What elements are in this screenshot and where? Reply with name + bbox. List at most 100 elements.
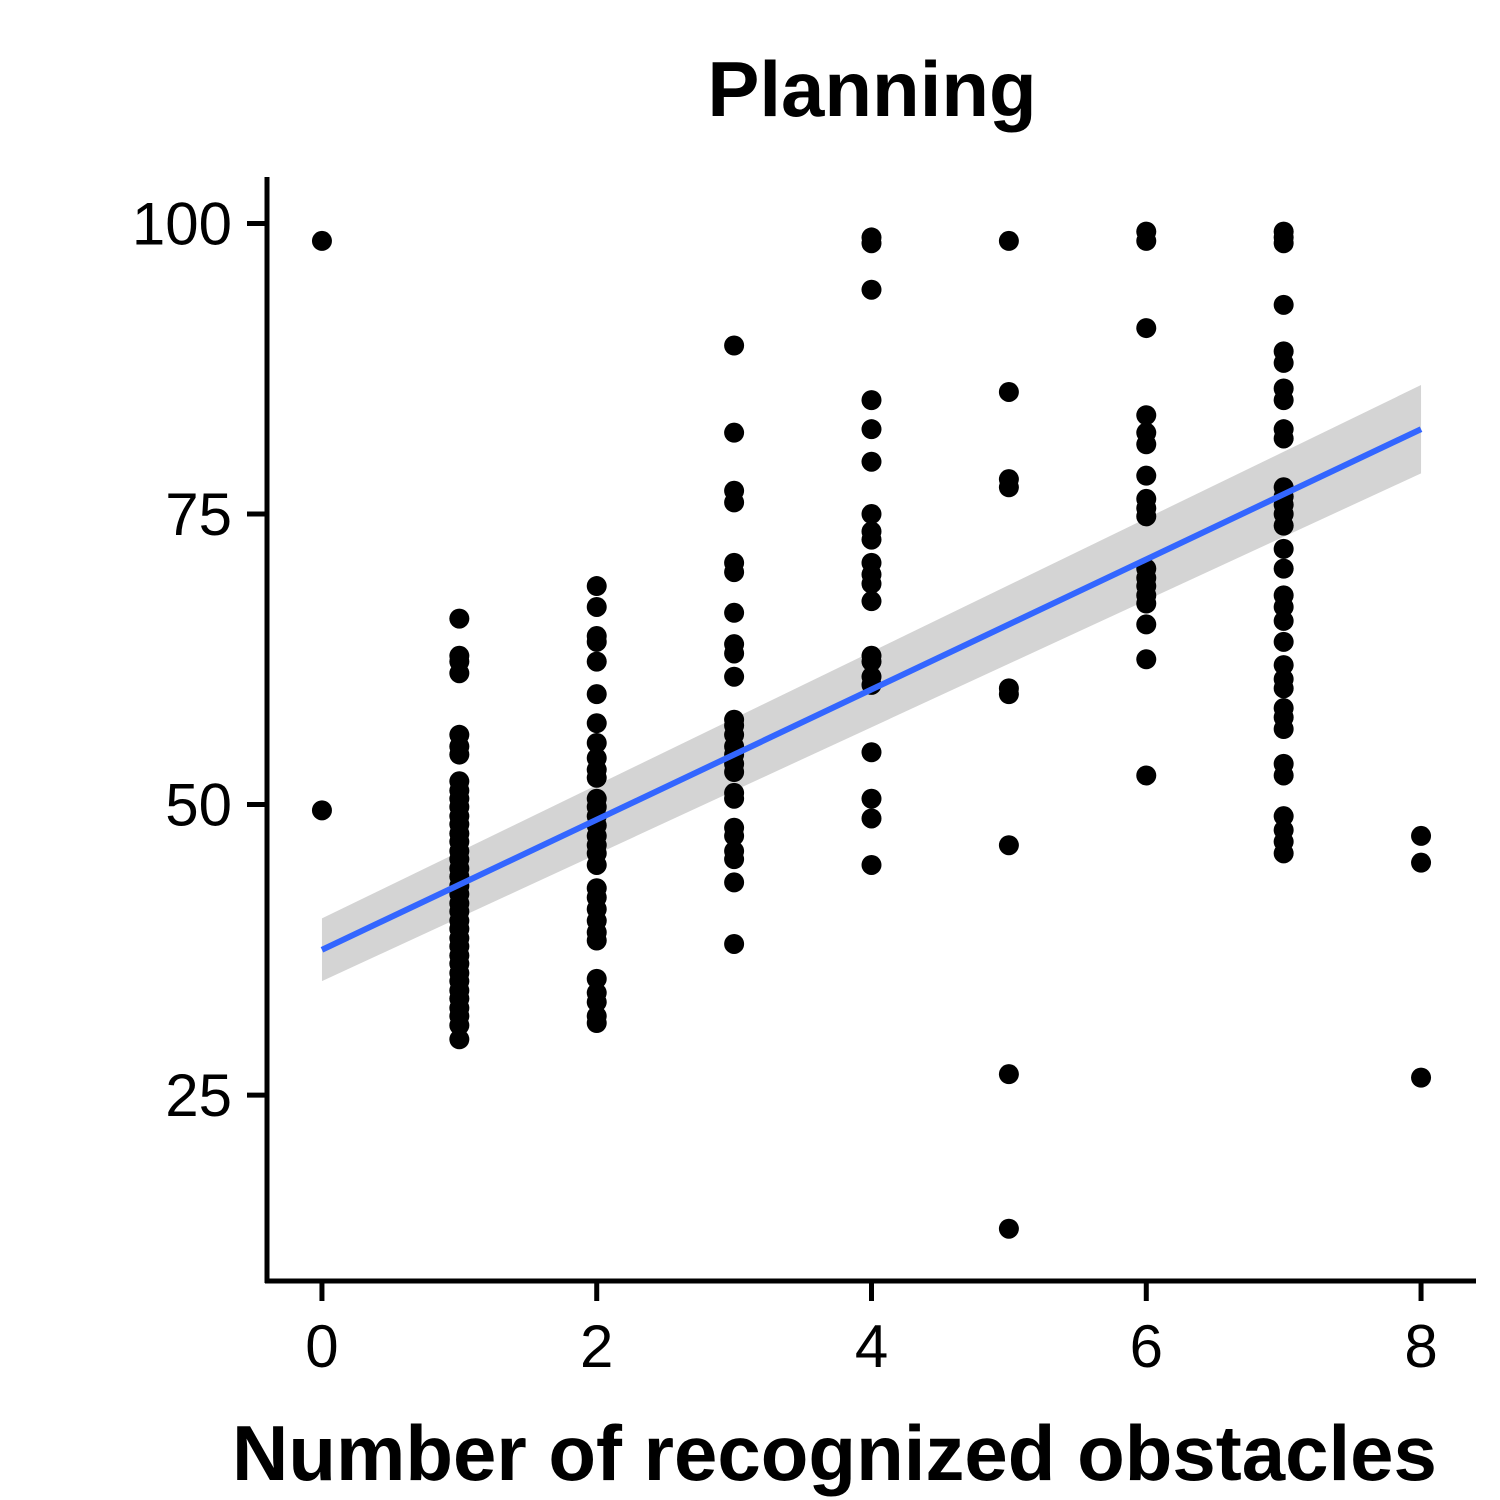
data-point [861, 573, 882, 594]
data-point [724, 335, 745, 356]
data-point [724, 492, 745, 513]
data-point [861, 390, 882, 411]
data-point [586, 651, 607, 672]
data-point [1273, 558, 1294, 579]
data-point [1136, 765, 1157, 786]
data-point [586, 713, 607, 734]
data-point [998, 684, 1019, 705]
data-point [724, 933, 745, 954]
regression-line [320, 426, 1423, 953]
data-point [586, 930, 607, 951]
data-point [998, 381, 1019, 402]
points-layer [311, 221, 1432, 1239]
data-point [449, 608, 470, 629]
data-point [1273, 428, 1294, 449]
data-point [586, 854, 607, 875]
data-point [1273, 843, 1294, 864]
data-point [1273, 515, 1294, 536]
data-point [586, 767, 607, 788]
data-point [861, 808, 882, 829]
data-point [1273, 631, 1294, 652]
data-point [724, 825, 745, 846]
data-point [586, 631, 607, 652]
data-point [998, 477, 1019, 498]
data-point [1273, 538, 1294, 559]
data-point [724, 422, 745, 443]
y-tick-label: 75 [165, 481, 232, 548]
data-point [998, 1064, 1019, 1085]
data-point [586, 684, 607, 705]
y-tick-label: 100 [132, 190, 232, 257]
data-point [1273, 655, 1294, 676]
data-point [1273, 806, 1294, 827]
data-point [724, 666, 745, 687]
data-point [724, 872, 745, 893]
data-point [724, 602, 745, 623]
data-point [1273, 719, 1294, 739]
data-point [1136, 405, 1157, 426]
data-point [586, 1013, 607, 1034]
data-point [449, 663, 470, 684]
x-tick-label: 0 [305, 1313, 338, 1380]
data-point [1273, 294, 1294, 315]
x-tick-label: 2 [580, 1313, 613, 1380]
data-point [861, 233, 882, 254]
data-point [861, 854, 882, 875]
data-point [998, 230, 1019, 251]
data-point [1273, 678, 1294, 699]
data-point [861, 451, 882, 472]
data-point [586, 968, 607, 989]
x-tick-label: 6 [1130, 1313, 1163, 1380]
data-point [1136, 465, 1157, 486]
data-point [724, 788, 745, 809]
data-point [1273, 352, 1294, 373]
data-point [861, 788, 882, 809]
data-point [861, 504, 882, 525]
data-point [724, 761, 745, 782]
data-point [1411, 1067, 1432, 1088]
data-point [586, 992, 607, 1013]
data-point [724, 643, 745, 664]
data-point [1273, 596, 1294, 617]
data-point [724, 562, 745, 583]
y-tick-label: 50 [165, 772, 232, 839]
fit-line-layer [320, 426, 1423, 953]
data-point [1411, 852, 1432, 873]
data-point [586, 732, 607, 753]
data-point [311, 800, 332, 821]
data-point [586, 596, 607, 617]
data-point [861, 279, 882, 300]
data-point [998, 1218, 1019, 1239]
data-point [449, 744, 470, 765]
data-point [1273, 610, 1294, 631]
x-axis-ticks: 0 2 4 6 8 [305, 1281, 1438, 1380]
data-point [861, 529, 882, 550]
data-point [1136, 593, 1157, 614]
data-point [1136, 614, 1157, 635]
data-point [449, 1015, 470, 1036]
data-point [861, 419, 882, 440]
data-point [1411, 825, 1432, 846]
data-point [1273, 765, 1294, 786]
data-point [1136, 230, 1157, 251]
data-point [1136, 318, 1157, 339]
data-point [998, 835, 1019, 856]
data-point [1136, 649, 1157, 670]
y-axis-ticks: 25 50 75 100 [132, 190, 267, 1129]
data-point [1136, 506, 1157, 527]
data-point [861, 651, 882, 672]
data-point [861, 591, 882, 612]
data-point [1273, 233, 1294, 254]
data-point [311, 230, 332, 251]
data-point [1273, 390, 1294, 411]
y-tick-label: 25 [165, 1062, 232, 1129]
data-point [724, 849, 745, 870]
data-point [586, 576, 607, 597]
data-point [449, 1029, 470, 1050]
data-point [1136, 434, 1157, 455]
x-tick-label: 4 [855, 1313, 888, 1380]
data-point [861, 742, 882, 763]
chart-title: Planning [707, 45, 1036, 133]
x-tick-label: 8 [1404, 1313, 1437, 1380]
